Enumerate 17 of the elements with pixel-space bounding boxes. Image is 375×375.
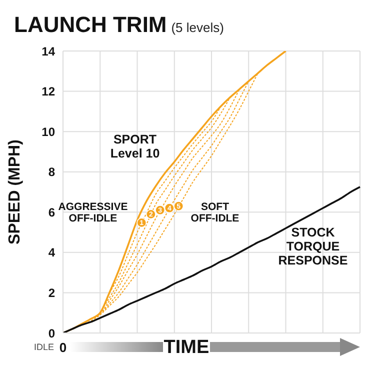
chart-title: LAUNCH TRIM xyxy=(14,12,167,37)
y-tick-label: 2 xyxy=(48,286,56,300)
series-label: SPORT Level 10 xyxy=(110,132,160,160)
y-tick-label: 8 xyxy=(48,165,56,180)
y-tick-label: 6 xyxy=(48,205,56,220)
chart-subtitle: (5 levels) xyxy=(171,20,224,35)
y-tick-label: 10 xyxy=(42,124,56,139)
annotation: SOFT OFF-IDLE xyxy=(190,200,240,225)
x-axis-title: TIME xyxy=(163,336,210,360)
y-tick-label: 4 xyxy=(48,246,56,260)
text: IDLE xyxy=(34,342,54,352)
series-label: STOCK TORQUE RESPONSE xyxy=(278,225,348,268)
y-tick-label: 12 xyxy=(42,84,56,99)
y-axis-title: SPEED (MPH) xyxy=(6,140,24,244)
annotation: AGGRESSIVE OFF-IDLE xyxy=(58,200,128,225)
y-tick-label: 14 xyxy=(42,44,56,58)
y-tick-label: 0 xyxy=(48,326,56,340)
